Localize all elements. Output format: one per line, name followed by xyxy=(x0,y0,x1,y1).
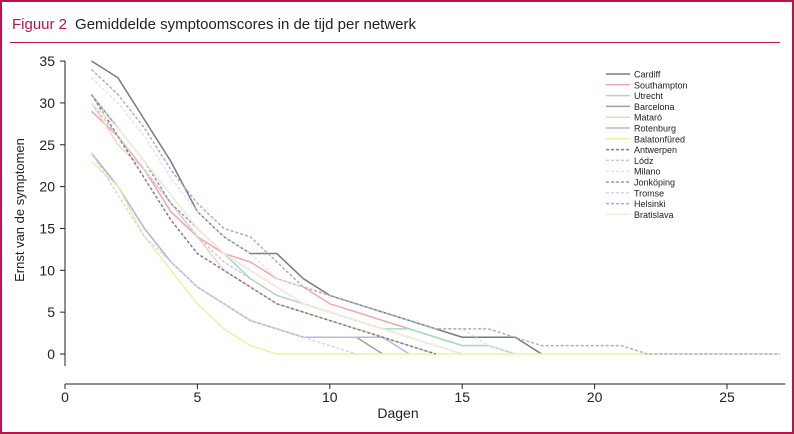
y-tick-label: 15 xyxy=(39,220,55,236)
legend-label: Utrecht xyxy=(634,91,664,101)
x-tick-label: 5 xyxy=(194,389,202,405)
title-divider xyxy=(10,42,780,43)
figure-title-text: Gemiddelde symptoomscores in de tijd per… xyxy=(75,16,417,33)
legend-label: Cardiff xyxy=(634,70,661,80)
series-line-southampton xyxy=(90,110,516,355)
legend-label: Antwerpen xyxy=(634,145,677,155)
series-line-balatonfüred xyxy=(90,160,780,355)
y-tick-label: 30 xyxy=(39,95,55,111)
x-tick-label: 0 xyxy=(61,389,69,405)
legend-label: Milano xyxy=(634,167,661,177)
y-tick-label: 35 xyxy=(39,53,55,69)
legend-label: Balatonfüred xyxy=(634,134,685,144)
legend-label: Jonköping xyxy=(634,178,675,188)
series-line-tromse xyxy=(90,152,357,355)
series-line-utrecht xyxy=(90,94,516,355)
series-line-mataró xyxy=(90,102,436,355)
figure-label: Figuur 2 xyxy=(12,16,68,33)
y-tick-label: 0 xyxy=(47,346,55,362)
y-tick-label: 20 xyxy=(39,179,55,195)
x-tick-label: 25 xyxy=(719,389,735,405)
y-tick-label: 25 xyxy=(39,137,55,153)
series-line-cardiff xyxy=(91,60,543,355)
legend-label: Mataró xyxy=(634,113,662,123)
y-tick-label: 10 xyxy=(39,262,55,278)
legend-label: Bratislava xyxy=(634,210,674,220)
y-tick-label: 5 xyxy=(47,304,55,320)
figure-title: Figuur 2 Gemiddelde symptoomscores in de … xyxy=(12,16,416,33)
legend-label: Barcelona xyxy=(634,102,675,112)
series-line-lódz xyxy=(90,102,463,355)
x-tick-label: 20 xyxy=(587,389,603,405)
series-line-helsinki xyxy=(90,68,780,355)
x-tick-label: 15 xyxy=(454,389,470,405)
legend-label: Rotenburg xyxy=(634,124,676,134)
legend-label: Southampton xyxy=(634,80,688,90)
y-axis-label: Ernst van de symptomen xyxy=(12,138,27,282)
x-axis-label: Dagen xyxy=(377,405,418,421)
series-line-antwerpen xyxy=(90,94,436,355)
series-line-rotenburg xyxy=(90,152,410,355)
legend-label: Tromse xyxy=(634,188,664,198)
legend-label: Lódz xyxy=(634,156,654,166)
series-line-bratislava xyxy=(90,102,463,355)
legend-label: Helsinki xyxy=(634,199,666,209)
x-tick-label: 10 xyxy=(322,389,338,405)
